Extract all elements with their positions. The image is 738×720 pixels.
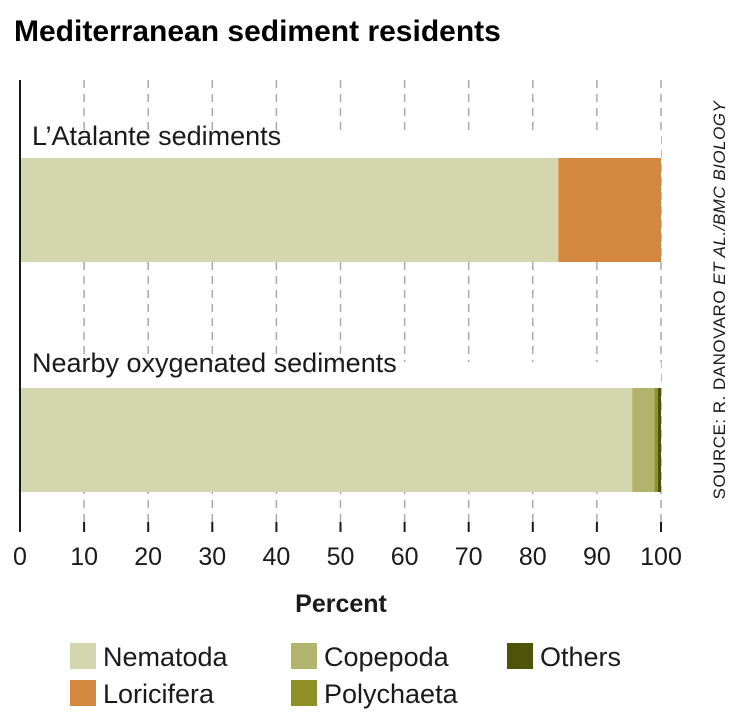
legend: Nematoda Loricifera Copepoda Polychaeta Othe… [70,642,621,709]
category-label: L’Atalante sediments [32,121,281,151]
bar-segment [20,388,633,492]
legend-label: Nematoda [103,642,229,672]
legend-swatch [291,643,317,669]
bar-segment [558,158,661,262]
legend-label: Others [540,642,621,672]
legend-swatch [70,680,96,706]
source-note: SOURCE: R. DANOVARO ET AL./BMC BIOLOGY [710,99,729,499]
x-tick-label: 90 [583,543,611,571]
legend-swatch [507,643,533,669]
x-tick-label: 80 [519,543,547,571]
x-tick-label: 50 [327,543,355,571]
bar-segment [654,388,658,492]
x-tick-label: 30 [198,543,226,571]
x-axis-title: Percent [295,590,387,618]
x-tick-label: 10 [70,543,98,571]
x-tick-label: 100 [640,543,682,571]
bar-segment [632,388,655,492]
bar-segment [20,158,559,262]
x-tick-label: 0 [13,543,27,571]
legend-label: Copepoda [324,642,450,672]
x-tick-label: 60 [391,543,419,571]
legend-label: Loricifera [103,679,215,709]
x-axis: 0 10 20 30 40 50 60 70 80 90 100 [13,80,682,571]
x-tick-label: 40 [262,543,290,571]
source-citation: ET AL./BMC BIOLOGY [710,99,729,284]
source-prefix: SOURCE: R. DANOVARO [710,285,729,500]
category-label: Nearby oxygenated sediments [32,348,397,378]
bar-segment [657,388,661,492]
bars: L’Atalante sediments Nearby oxygenated se… [20,121,661,492]
chart-title: Mediterranean sediment residents [14,15,501,48]
legend-label: Polychaeta [324,679,459,709]
legend-swatch [70,643,96,669]
legend-swatch [291,680,317,706]
x-tick-label: 20 [134,543,162,571]
x-tick-label: 70 [455,543,483,571]
